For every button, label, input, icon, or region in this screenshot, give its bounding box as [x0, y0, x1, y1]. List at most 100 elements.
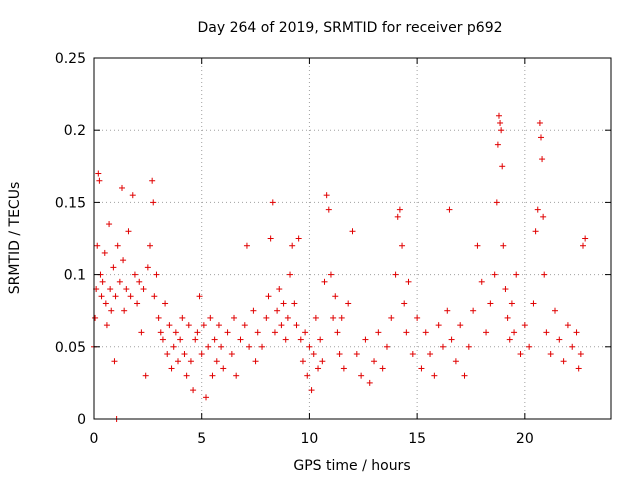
data-point-marker [310, 351, 317, 358]
data-point-marker [582, 235, 589, 242]
data-point-marker [401, 300, 408, 307]
x-tick-label: 0 [90, 431, 99, 447]
data-point-marker [168, 365, 175, 372]
data-point-marker [446, 206, 453, 213]
data-point-marker [547, 351, 554, 358]
data-point-marker [444, 307, 451, 314]
data-point-marker [103, 322, 110, 329]
data-point-marker [254, 329, 261, 336]
x-axis-ticks: 0 5 10 15 20 [90, 58, 534, 447]
data-point-marker [224, 329, 231, 336]
data-point-marker [493, 199, 500, 206]
data-point-marker [575, 365, 582, 372]
data-point-marker [280, 300, 287, 307]
y-tick-label: 0.2 [64, 123, 86, 139]
data-point-marker [96, 177, 103, 184]
data-point-marker [99, 278, 106, 285]
data-point-marker [539, 156, 546, 163]
data-point-marker [392, 271, 399, 278]
data-point-marker [287, 271, 294, 278]
grid-lines [94, 58, 611, 419]
data-point-marker [123, 286, 130, 293]
data-point-marker [278, 322, 285, 329]
data-point-marker [142, 372, 149, 379]
data-point-marker [414, 314, 421, 321]
data-point-marker [125, 228, 132, 235]
data-point-marker [183, 372, 190, 379]
data-point-marker [185, 322, 192, 329]
x-tick-label: 5 [197, 431, 206, 447]
data-point-marker [95, 170, 102, 177]
data-point-marker [237, 336, 244, 343]
data-point-marker [271, 329, 278, 336]
data-point-marker [508, 300, 515, 307]
data-point-marker [448, 336, 455, 343]
data-point-marker [243, 242, 250, 249]
data-point-marker [252, 358, 259, 365]
data-point-marker [149, 177, 156, 184]
data-point-marker [121, 307, 128, 314]
data-point-marker [495, 112, 502, 119]
data-point-marker [534, 206, 541, 213]
data-point-marker [218, 343, 225, 350]
data-point-marker [274, 307, 281, 314]
data-point-marker [181, 351, 188, 358]
data-point-marker [179, 314, 186, 321]
data-point-marker [172, 329, 179, 336]
data-point-marker [304, 372, 311, 379]
x-tick-label: 20 [516, 431, 534, 447]
data-point-marker [327, 271, 334, 278]
data-point-marker [140, 286, 147, 293]
data-point-marker [138, 329, 145, 336]
data-point-marker [98, 293, 105, 300]
data-point-marker [551, 307, 558, 314]
data-point-marker [203, 394, 210, 401]
data-point-marker [94, 242, 101, 249]
data-point-marker [114, 242, 121, 249]
data-point-marker [291, 300, 298, 307]
data-point-marker [306, 343, 313, 350]
data-point-marker [205, 343, 212, 350]
data-point-marker [209, 372, 216, 379]
data-point-marker [470, 307, 477, 314]
data-point-marker [259, 343, 266, 350]
data-point-marker [211, 336, 218, 343]
data-point-marker [297, 336, 304, 343]
data-point-marker [461, 372, 468, 379]
data-point-marker [494, 141, 501, 148]
data-point-marker [263, 314, 270, 321]
data-point-marker [213, 358, 220, 365]
data-point-marker [504, 314, 511, 321]
data-point-marker [366, 379, 373, 386]
data-point-marker [106, 221, 113, 228]
data-point-marker [162, 300, 169, 307]
chart-title: Day 264 of 2019, SRMTID for receiver p69… [197, 20, 502, 36]
y-tick-label: 0.1 [64, 268, 86, 284]
data-point-marker [500, 242, 507, 249]
data-point-marker [530, 300, 537, 307]
data-point-marker [194, 329, 201, 336]
data-point-marker [334, 329, 341, 336]
data-point-marker [452, 358, 459, 365]
data-point-marker [511, 329, 518, 336]
data-point-marker [289, 242, 296, 249]
data-point-marker [379, 365, 386, 372]
data-point-marker [190, 387, 197, 394]
data-point-marker [107, 286, 114, 293]
data-point-marker [192, 336, 199, 343]
data-point-marker [175, 358, 182, 365]
data-point-marker [521, 322, 528, 329]
data-point-marker [349, 228, 356, 235]
y-tick-label: 0 [77, 412, 86, 428]
data-point-marker [526, 343, 533, 350]
data-point-marker [112, 293, 119, 300]
data-point-marker [478, 278, 485, 285]
data-point-marker [187, 358, 194, 365]
data-point-marker [293, 322, 300, 329]
data-point-marker [517, 351, 524, 358]
data-point-marker [129, 192, 136, 199]
data-point-marker [276, 286, 283, 293]
data-point-marker [136, 278, 143, 285]
data-point-marker [388, 314, 395, 321]
data-point-marker [353, 351, 360, 358]
